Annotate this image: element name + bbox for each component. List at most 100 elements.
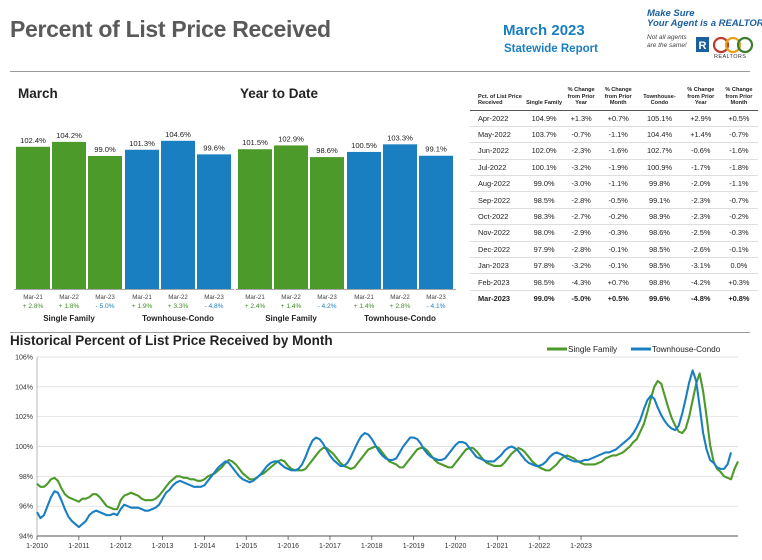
y-tick-label: 102% (15, 414, 33, 421)
table-cell: 98.5% (637, 257, 682, 275)
realtor-logo: Make Sure Your Agent is a REALTOR® Not a… (642, 6, 762, 64)
table-cell: 104.9% (525, 110, 564, 127)
bar-category-label: Mar-21 (245, 294, 265, 301)
bar-category-label: Mar-23 (426, 294, 446, 301)
table-cell: -0.5% (599, 191, 638, 209)
table-cell: -2.6% (681, 241, 720, 259)
logo-line-1: Make Sure (647, 8, 695, 19)
logo-line-2: Your Agent is a REALTOR® (647, 18, 762, 29)
table-month-cell: Oct-2022 (470, 208, 526, 226)
legend-label: Townhouse-Condo (652, 345, 721, 354)
y-tick-label: 94% (19, 534, 33, 541)
table-cell: -4.3% (563, 273, 600, 291)
page-title: Percent of List Price Received (10, 16, 331, 42)
table-cell: 99.6% (637, 289, 682, 307)
table-cell: 0.0% (719, 257, 758, 275)
group-label: Single Family (265, 314, 317, 323)
x-tick-label: 1-2017 (319, 543, 341, 550)
table-cell: -1.1% (719, 175, 758, 193)
bar-value-label: 101.5% (242, 138, 268, 147)
table-header: % Change from Prior Year (687, 87, 715, 107)
table-cell: 102.7% (637, 142, 682, 160)
table-cell: 105.1% (637, 110, 682, 127)
bar-change-label: - 4.1% (426, 303, 445, 310)
table-cell: +1.4% (681, 126, 720, 144)
table-cell: -0.6% (681, 142, 720, 160)
bar-category-label: Mar-22 (59, 294, 79, 301)
table-cell: 99.8% (637, 175, 682, 193)
x-tick-label: 1-2018 (361, 543, 383, 550)
table-month-cell: Aug-2022 (470, 175, 526, 193)
table-header: % Change from Prior Month (604, 87, 632, 107)
ytd-bar-chart: 101.5% Mar-21 + 2.4% 102.9% Mar-22 + 1.4% 98.6… (236, 133, 456, 323)
x-tick-label: 1-2012 (110, 543, 132, 550)
bar (238, 149, 272, 289)
table-cell: 98.5% (525, 273, 564, 291)
table-month-cell: Feb-2023 (470, 273, 526, 291)
table-cell: -0.1% (719, 241, 758, 259)
table-month-cell: Dec-2022 (470, 241, 526, 259)
bar-change-label: + 2.8% (23, 303, 44, 310)
bar-value-label: 101.3% (129, 139, 155, 148)
table-month-cell: Mar-2023 (470, 289, 526, 307)
x-tick-label: 1-2011 (68, 543, 89, 550)
group-label: Townhouse-Condo (142, 314, 214, 323)
history-line-chart: 94% 96% 98% 100% 102% 104% 106% 1-2010 1-2011 1-2… (15, 345, 739, 550)
bar-change-label: + 1.9% (132, 303, 153, 310)
bar-value-label: 104.6% (165, 130, 191, 139)
realtor-emblem-icon: R (696, 36, 754, 54)
bar (419, 155, 453, 289)
bar-category-label: Mar-23 (95, 294, 115, 301)
table-cell: +2.9% (681, 110, 720, 127)
table-cell: -0.2% (719, 208, 758, 226)
table-cell: -0.3% (719, 224, 758, 242)
x-tick-label: 1-2023 (570, 543, 592, 550)
table-cell: -3.2% (563, 159, 600, 177)
y-tick-label: 100% (15, 444, 33, 451)
x-tick-label: 1-2020 (445, 543, 467, 550)
table-cell: -2.3% (681, 208, 720, 226)
y-tick-label: 104% (15, 384, 33, 391)
table-cell: 98.0% (525, 224, 564, 242)
bar-change-label: - 4.8% (204, 303, 223, 310)
table-cell: -2.7% (563, 208, 600, 226)
table-row: May-2022 103.7% -0.7% -1.1% 104.4% +1.4% -0.7% (470, 126, 758, 144)
table-cell: 103.7% (525, 126, 564, 144)
bar-change-label: + 3.3% (168, 303, 189, 310)
x-tick-label: 1-2010 (26, 543, 48, 550)
table-row: Nov-2022 98.0% -2.9% -0.3% 98.6% -2.5% -0.3% (470, 224, 758, 242)
table-cell: 98.3% (525, 208, 564, 226)
x-tick-label: 1-2016 (277, 543, 299, 550)
march-panel-title: March (18, 86, 58, 101)
section-divider (10, 332, 750, 333)
bar (274, 145, 308, 289)
bar-value-label: 104.2% (56, 131, 82, 140)
table-cell: -1.9% (599, 159, 638, 177)
bar (125, 149, 159, 289)
table-cell: -1.1% (599, 126, 638, 144)
table-cell: -2.3% (563, 142, 600, 160)
bar-category-label: Mar-23 (317, 294, 337, 301)
table-cell: 102.0% (525, 142, 564, 160)
bar-change-label: + 1.4% (354, 303, 375, 310)
table-month-cell: Jan-2023 (470, 257, 526, 275)
table-row: Feb-2023 98.5% -4.3% +0.7% 98.8% -4.2% +0.3% (470, 273, 758, 291)
table-cell: +0.3% (719, 273, 758, 291)
table-row: Sep-2022 98.5% -2.8% -0.5% 99.1% -2.3% -0.7% (470, 191, 758, 209)
table-cell: -0.7% (719, 191, 758, 209)
table-cell: -1.6% (599, 142, 638, 160)
table-cell: -3.0% (563, 175, 600, 193)
table-month-cell: Apr-2022 (470, 110, 526, 127)
table-cell: -3.2% (563, 257, 600, 275)
table-cell: 99.0% (525, 175, 564, 193)
bar (347, 151, 381, 289)
report-scope: Statewide Report (504, 43, 598, 55)
bar-value-label: 102.9% (278, 134, 304, 143)
table-cell: 97.9% (525, 241, 564, 259)
table-cell: 104.4% (637, 126, 682, 144)
logo-brand: REALTORS (714, 54, 747, 60)
x-tick-label: 1-2015 (235, 543, 257, 550)
table-cell: -1.7% (681, 159, 720, 177)
table-cell: 100.9% (637, 159, 682, 177)
table-row: Aug-2022 99.0% -3.0% -1.1% 99.8% -2.0% -1.1% (470, 175, 758, 193)
